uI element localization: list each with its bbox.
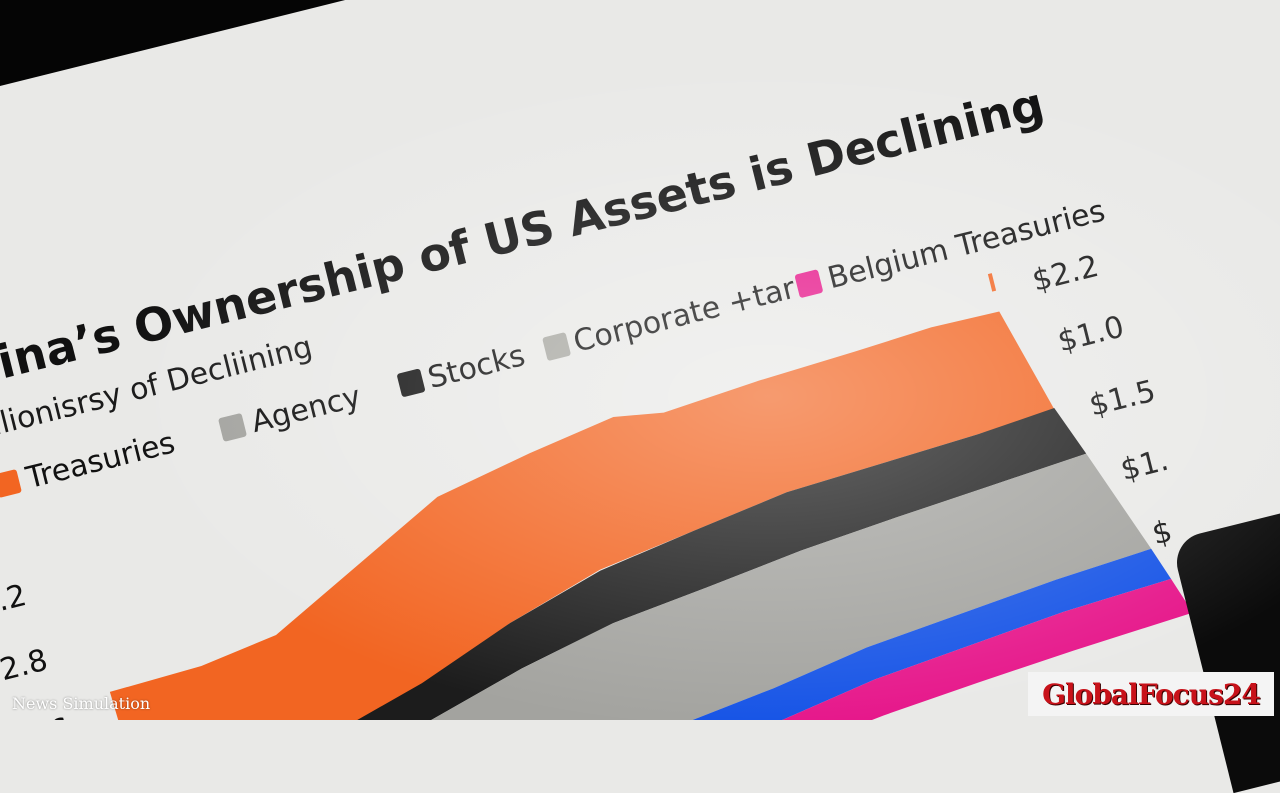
area-blue [173,548,1172,720]
watermark-news-simulation: News Simulation [12,694,151,713]
legend-swatch-agency [218,413,247,442]
legend-swatch-belgium-treasuries [794,269,823,298]
chart-marker [987,273,997,292]
legend-swatch-treasuries [0,469,22,498]
legend-swatch-stocks [397,368,425,397]
area-stocks [142,408,1087,720]
y-tick-label-right: $1.0 [1054,309,1127,359]
legend-label-corporate: Corporate +tar [570,271,799,360]
area-belgium-treasuries [182,578,1193,720]
y-tick-label-right: $2.2 [1029,249,1102,299]
y-tick-label: $2.2 [0,578,30,628]
area-treasuries [109,311,1055,720]
legend-label-agency: Agency [248,379,364,440]
y-tick-label-right: $ [1149,514,1176,553]
legend-label-treasuries: Treasuries [22,425,179,496]
chart-canvas: China’s Ownership of US Assets is Declin… [0,77,1280,720]
watermark-brand-label: GlobalFocus24 [1042,677,1261,711]
stacked-area-plot [109,311,1193,720]
y-tick-label-right: $1. [1117,443,1172,489]
legend-label-stocks: Stocks [424,338,528,396]
legend-swatch-corporate [542,332,571,361]
watermark-brand: GlobalFocus24 [1028,672,1274,716]
y-tick-label: $2.8 [0,643,51,693]
y-tick-label-right: $1.5 [1086,374,1159,424]
area-agency [154,453,1152,720]
